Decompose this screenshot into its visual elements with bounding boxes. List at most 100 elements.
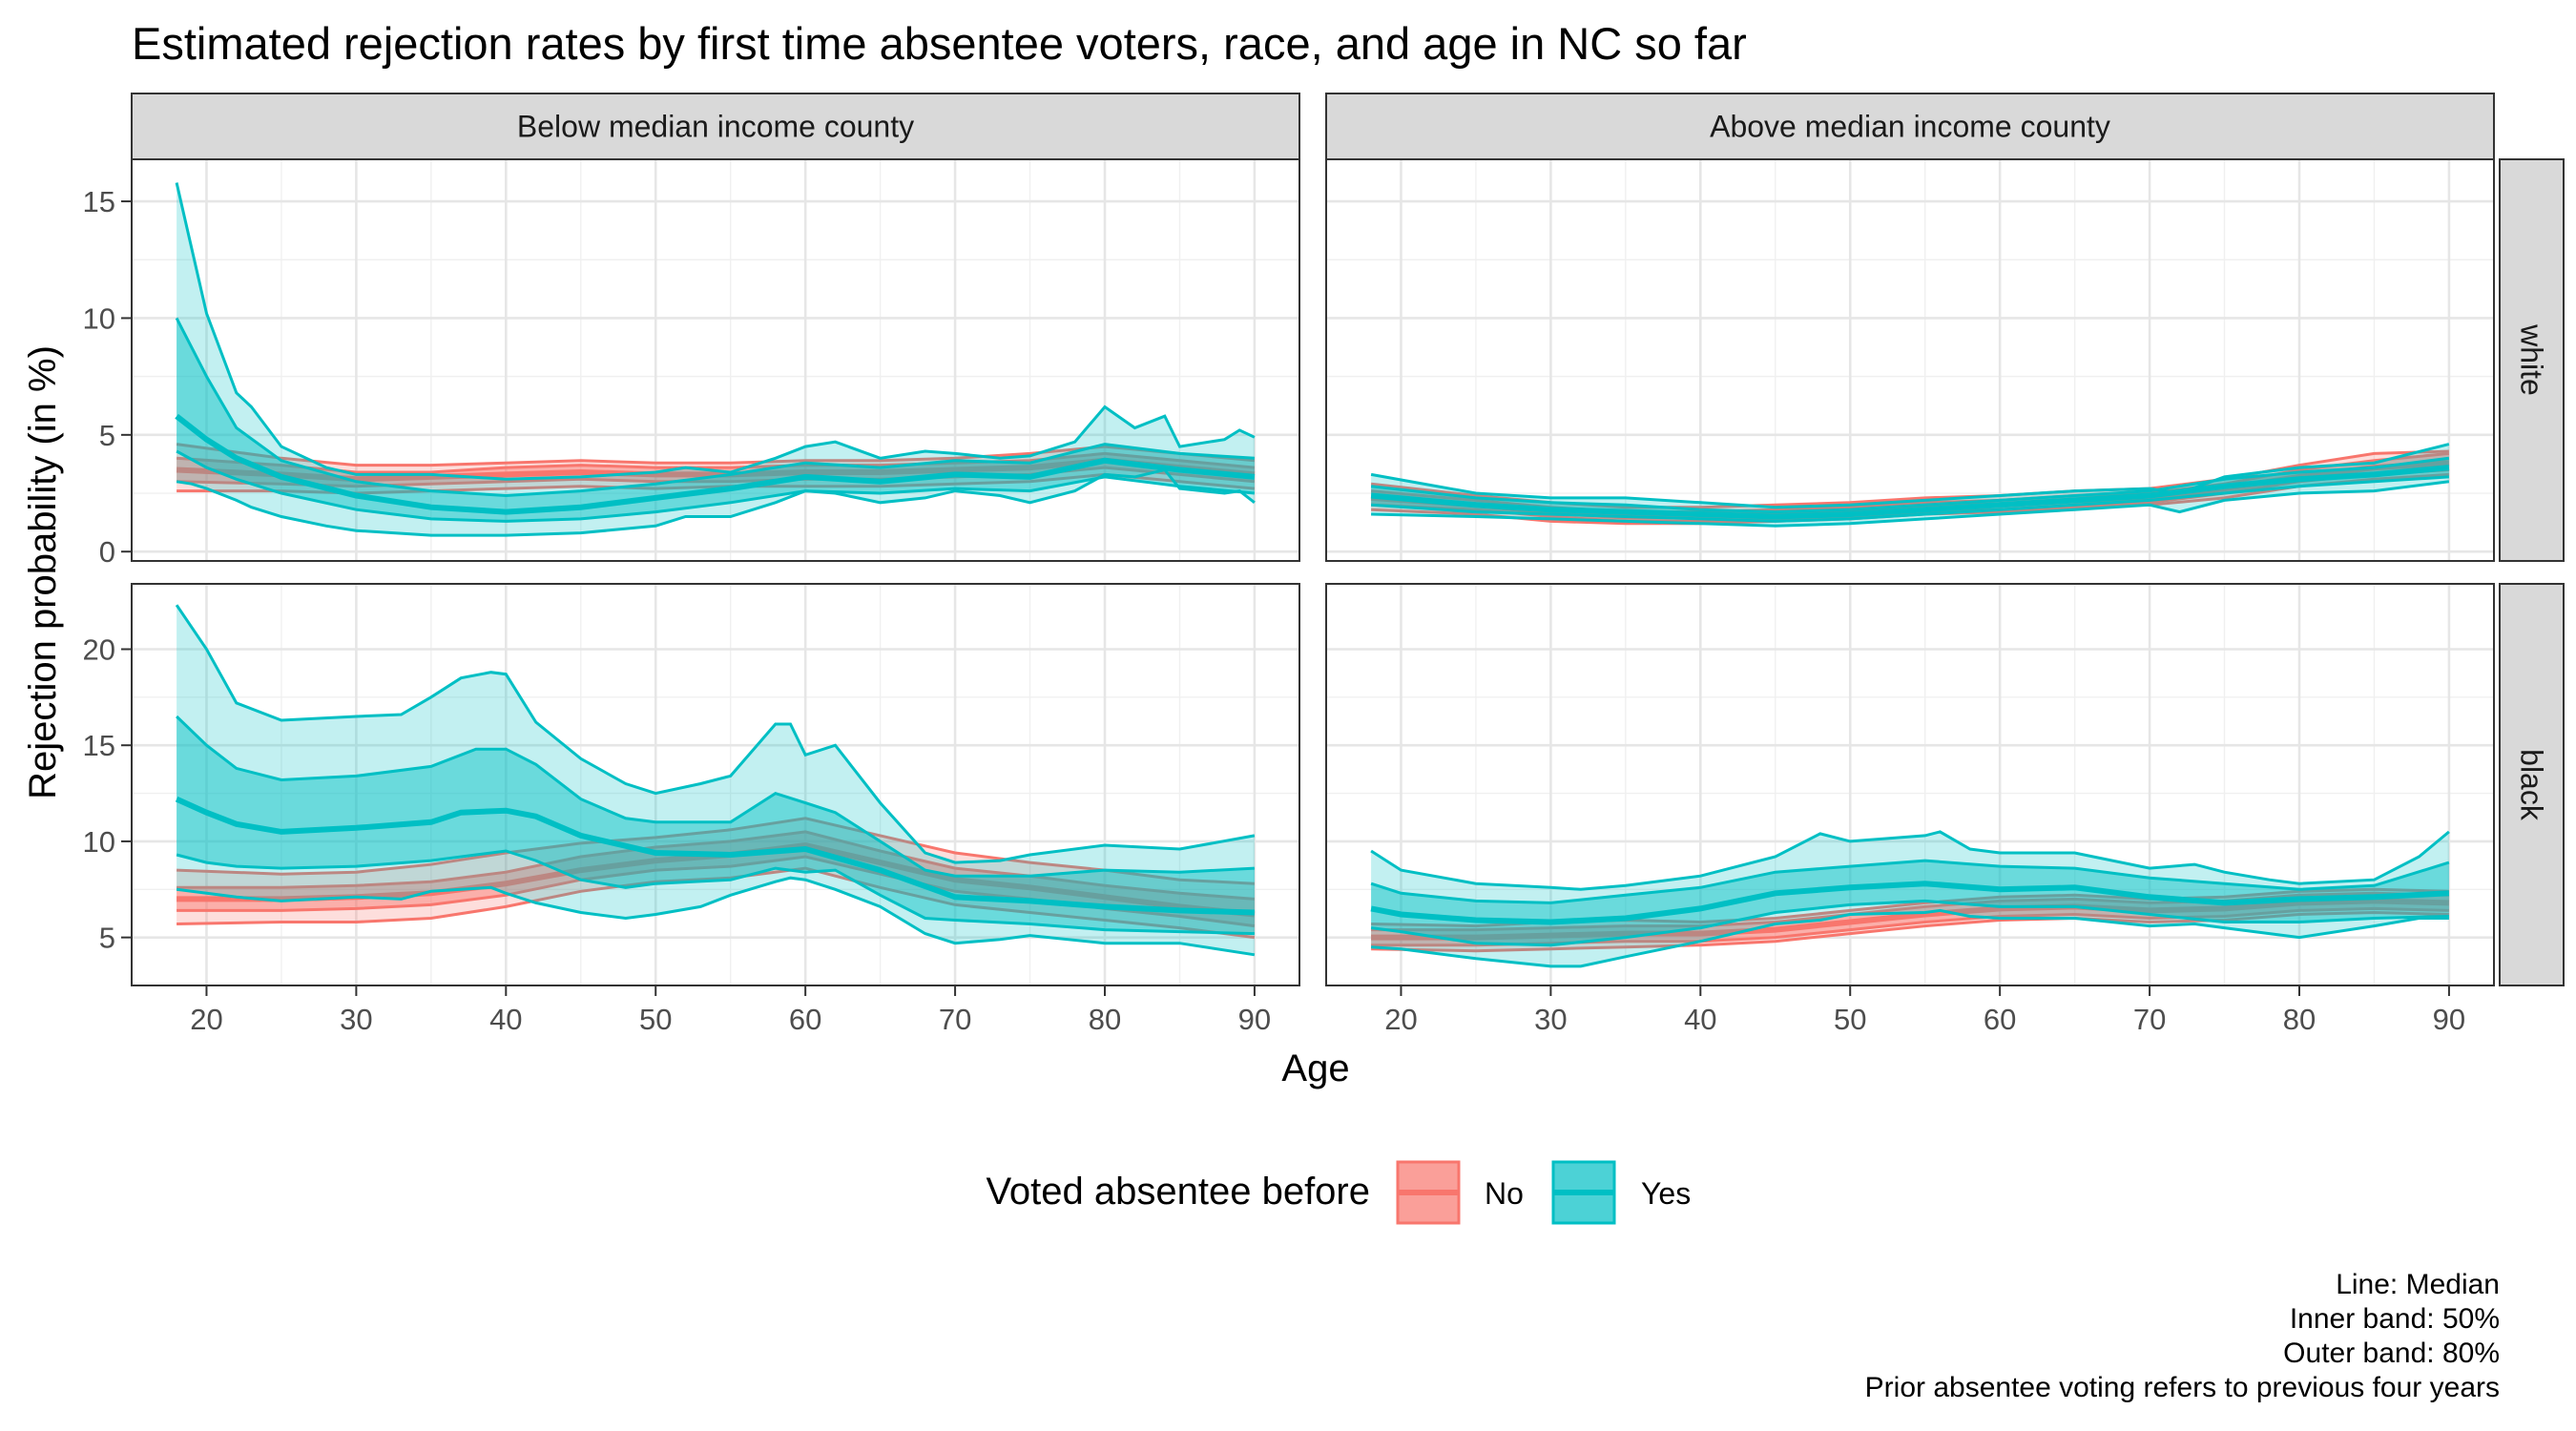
legend-label-no: No [1485,1176,1524,1211]
panel-white-above-median-income-county [1325,158,2495,562]
outer-band-upper-line [175,604,1256,864]
y-axis-title: Rejection probability (in %) [22,345,64,799]
column-strip-background [131,93,1300,160]
outer-band-yes [1371,831,2449,966]
inner-band-upper-line [176,715,1255,878]
panel-black-above-median-income-county [1325,583,2495,986]
x-tick-label: 90 [1238,1003,1271,1036]
legend-entry-no: No [1396,1160,1524,1225]
caption-line: Line: Median [2336,1269,2500,1300]
outer-band-upper-line [177,817,1255,885]
inner-band-upper-line [177,830,1256,901]
panel-data [175,182,1256,537]
x-tick-label: 60 [789,1003,821,1036]
x-tick-label: 70 [939,1003,971,1036]
x-axis-title: Age [1281,1047,1349,1089]
row-strip-label: black [2515,749,2549,821]
y-tick-label: 5 [99,419,115,452]
column-strip-label: Above median income county [1710,110,2110,144]
legend-label-yes: Yes [1641,1176,1691,1211]
panel-grid [1326,584,2494,985]
panel-grid [1326,159,2494,561]
outer-band-lower-line [177,866,1256,940]
column-strip-above-median-income-county: Above median income county [1325,93,2495,160]
inner-band-upper-line [1370,456,2450,514]
panel-white-below-median-income-county [131,158,1300,562]
outer-band-upper-line [176,443,1256,467]
outer-band-lower-line [1371,908,2449,968]
x-tick-label: 20 [1384,1003,1417,1036]
x-tick-label: 50 [639,1003,672,1036]
panel-black-below-median-income-county [131,583,1300,986]
inner-band-yes [177,318,1255,522]
outer-band-lower-line [1371,480,2450,528]
outer-band-yes [177,182,1255,536]
median-line-yes [175,796,1255,916]
y-tick-label: 15 [83,185,115,218]
y-tick-label: 15 [83,729,115,762]
caption-line: Inner band: 50% [2290,1303,2500,1335]
row-strip-black: black [2499,583,2565,986]
x-tick-label: 50 [1834,1003,1866,1036]
x-tick-label: 30 [1534,1003,1567,1036]
outer-band-lower-line [176,876,1256,957]
panels-layer [131,158,2495,986]
outer-band-upper-line [175,182,1256,481]
median-line-no [1371,898,2449,941]
caption-line: Prior absentee voting refers to previous… [1865,1372,2500,1403]
panel-border [131,583,1300,986]
x-axis-above-median-income-county: 20 30 40 50 60 70 80 90 [1384,985,2465,1036]
outer-band-upper-line [1370,443,2450,509]
outer-band-lower-line [1371,910,2449,953]
inner-band-upper-line [177,451,1256,474]
inner-band-lower-line [176,849,1255,936]
series-yes [1370,830,2450,968]
axes-layer: 0 5 10 15 5 10 15 20 20 30 40 50 60 70 80 90 20 30 40 50 60 7… [83,185,2466,1036]
inner-band-upper-line [1370,859,2450,904]
row-strip-background [2499,158,2565,562]
column-strip-background [1325,93,2495,160]
legend-entry-yes: Yes [1551,1160,1691,1225]
x-tick-label: 80 [1089,1003,1121,1036]
outer-band-lower-line [176,467,1256,537]
panel-data [175,604,1256,957]
row-strip-background [2499,583,2565,986]
panel-border [1325,583,2495,986]
row-strip-label: white [2515,323,2549,396]
x-tick-label: 60 [1984,1003,2016,1036]
median-line-yes [1370,465,2450,520]
x-tick-label: 40 [1684,1003,1716,1036]
legend-title: Voted absentee before [986,1171,1370,1213]
inner-band-upper-line [1371,891,2449,932]
y-tick-label: 0 [99,535,115,569]
strips-layer: Below median income county Above median i… [131,93,2565,986]
inner-band-yes [177,716,1255,934]
median-line-yes [175,413,1256,515]
x-tick-label: 90 [2433,1003,2465,1036]
inner-band-upper-line [175,317,1255,498]
y-tick-label: 10 [83,825,115,859]
panel-data [1370,443,2450,528]
column-strip-label: Below median income county [517,110,914,144]
caption-line: Outer band: 80% [2283,1338,2500,1369]
column-strip-below-median-income-county: Below median income county [131,93,1300,160]
median-line-yes [1370,881,2450,925]
x-tick-label: 80 [2283,1003,2316,1036]
chart-title: Estimated rejection rates by first time … [132,18,1747,69]
inner-band-lower-line [1370,899,2449,947]
inner-band-lower-line [176,449,1256,523]
panel-data [1370,830,2450,968]
series-yes [175,182,1256,537]
x-tick-label: 20 [190,1003,222,1036]
x-tick-label: 70 [2133,1003,2166,1036]
row-strip-white: white [2499,158,2565,562]
y-tick-label: 10 [83,301,115,335]
y-tick-label: 20 [83,633,115,666]
series-yes [1370,443,2450,528]
series-yes [175,604,1256,957]
inner-band-lower-line [1371,475,2449,523]
x-tick-label: 40 [489,1003,522,1036]
inner-band-yes [1371,861,2449,945]
